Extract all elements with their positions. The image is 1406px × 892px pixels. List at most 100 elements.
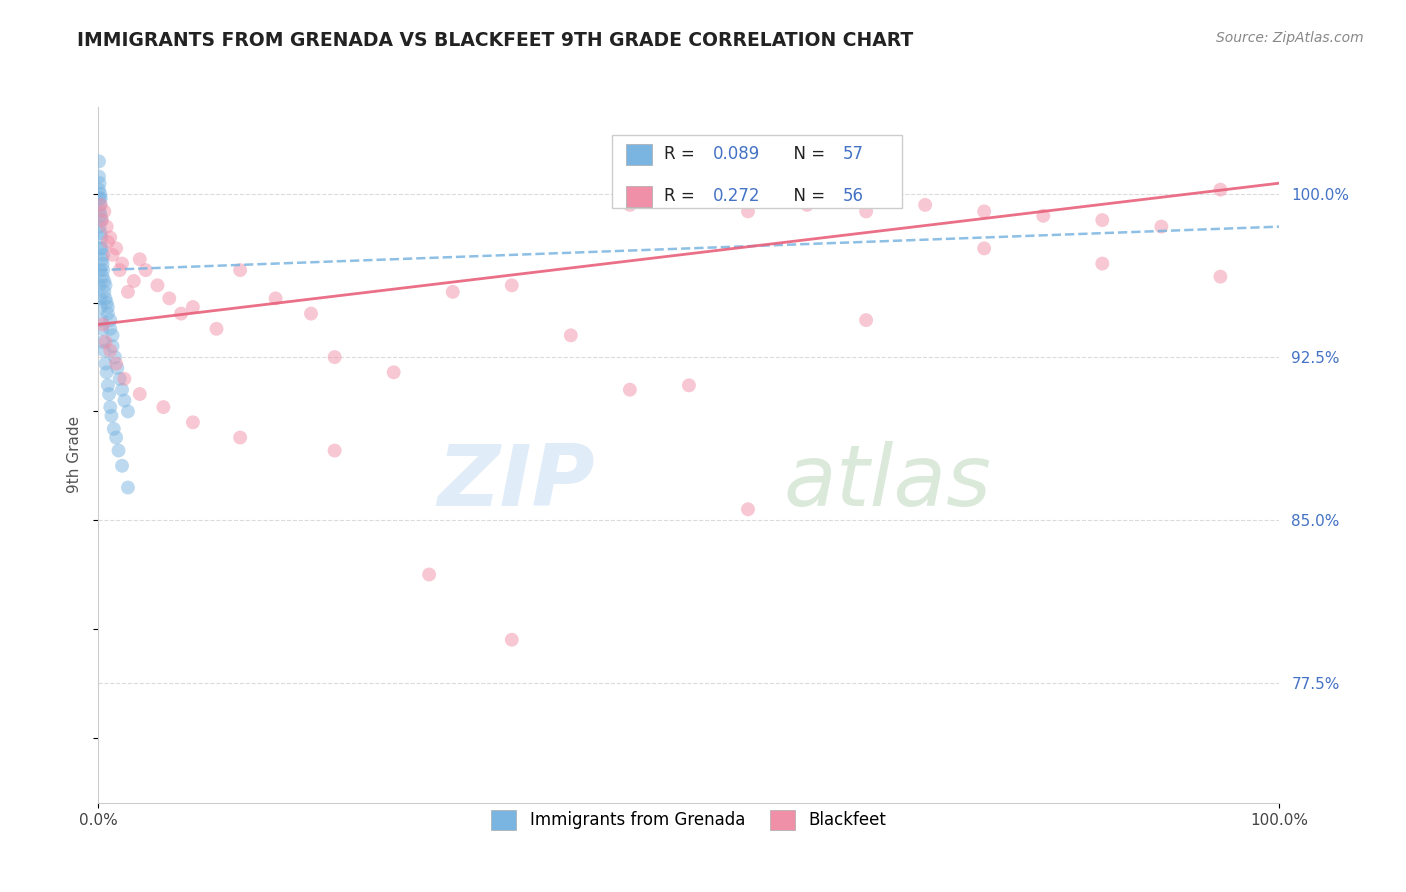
Point (104, 350, 127, 364)
Point (91, 248, 114, 262)
Point (90, 226, 112, 240)
Text: R =: R = (664, 145, 700, 163)
Point (90, 230, 112, 244)
Point (1091, 213, 1114, 227)
Point (170, 307, 193, 321)
Point (89, 291, 111, 305)
Point (619, 198, 641, 212)
Text: IMMIGRANTS FROM GRENADA VS BLACKFEET 9TH GRADE CORRELATION CHART: IMMIGRANTS FROM GRENADA VS BLACKFEET 9TH… (77, 31, 914, 50)
Point (98, 322, 121, 336)
Y-axis label: 9th Grade: 9th Grade (67, 417, 83, 493)
Point (89, 219, 111, 234)
Point (91, 334, 114, 349)
Point (96, 295, 118, 310)
Point (91, 252, 114, 267)
Text: 57: 57 (842, 145, 863, 163)
Point (101, 339, 124, 353)
Point (1209, 269, 1232, 284)
Point (91, 213, 114, 227)
Point (796, 198, 818, 212)
Point (101, 328, 124, 343)
Point (112, 372, 135, 386)
Point (146, 278, 169, 293)
Point (501, 278, 523, 293)
Point (91, 269, 114, 284)
Point (90, 213, 112, 227)
Point (181, 415, 204, 429)
Point (105, 357, 128, 371)
Point (112, 393, 135, 408)
Point (105, 431, 128, 445)
Text: R =: R = (664, 187, 700, 205)
Legend: Immigrants from Grenada, Blackfeet: Immigrants from Grenada, Blackfeet (478, 797, 900, 843)
Text: ZIP: ZIP (437, 442, 595, 524)
Point (382, 365, 405, 379)
Point (87, 154, 110, 169)
Point (90, 209, 112, 223)
Point (96, 219, 118, 234)
Point (737, 204, 759, 219)
Point (100, 409, 122, 423)
Point (89, 198, 111, 212)
Point (1032, 209, 1054, 223)
Point (181, 300, 204, 314)
Point (323, 350, 346, 364)
Text: Source: ZipAtlas.com: Source: ZipAtlas.com (1216, 31, 1364, 45)
Text: 56: 56 (842, 187, 863, 205)
Point (117, 404, 139, 418)
Point (93, 343, 115, 358)
Point (501, 632, 523, 647)
Point (128, 387, 150, 401)
Text: N =: N = (783, 145, 831, 163)
Point (152, 400, 174, 414)
Point (737, 502, 759, 516)
Bar (612, 135, 901, 208)
Point (98, 387, 121, 401)
Point (91, 256, 114, 270)
Point (89, 191, 111, 205)
Point (93, 274, 115, 288)
Bar (626, 144, 652, 165)
Point (157, 291, 180, 305)
Text: atlas: atlas (783, 442, 991, 524)
Point (89, 204, 111, 219)
Point (90, 241, 112, 255)
Point (855, 313, 877, 327)
Point (107, 443, 129, 458)
Point (117, 481, 139, 495)
Point (441, 285, 464, 299)
Point (89, 278, 111, 293)
Point (619, 383, 641, 397)
Point (128, 252, 150, 267)
Point (91, 241, 114, 255)
Point (90, 198, 112, 212)
Point (89, 176, 111, 190)
Point (108, 263, 131, 277)
Point (323, 443, 346, 458)
Point (135, 263, 157, 277)
Point (98, 313, 121, 327)
Point (111, 256, 134, 270)
Point (1150, 219, 1173, 234)
Point (93, 204, 115, 219)
Point (122, 274, 145, 288)
Point (91, 322, 114, 336)
Point (89, 186, 111, 201)
Point (97, 300, 120, 314)
Point (94, 357, 117, 371)
Text: 0.089: 0.089 (713, 145, 759, 163)
Point (98, 230, 121, 244)
Point (97, 307, 120, 321)
Point (105, 241, 128, 255)
Point (90, 300, 112, 314)
Point (111, 383, 134, 397)
Point (560, 328, 582, 343)
Point (105, 360, 128, 375)
Point (91, 263, 114, 277)
Point (94, 278, 117, 293)
Point (97, 235, 120, 249)
Point (205, 322, 228, 336)
Point (96, 365, 118, 379)
Point (87, 169, 110, 184)
Text: 0.272: 0.272 (713, 187, 761, 205)
